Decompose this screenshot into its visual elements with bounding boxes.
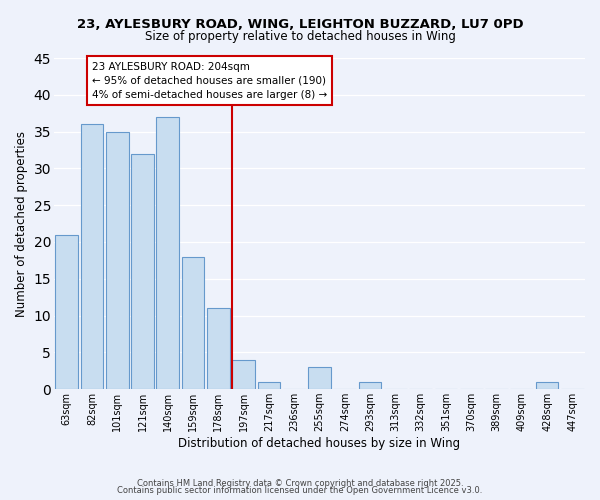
Text: 23, AYLESBURY ROAD, WING, LEIGHTON BUZZARD, LU7 0PD: 23, AYLESBURY ROAD, WING, LEIGHTON BUZZA…: [77, 18, 523, 30]
Bar: [232, 360, 255, 389]
Bar: [207, 308, 230, 389]
Bar: [80, 124, 103, 389]
X-axis label: Distribution of detached houses by size in Wing: Distribution of detached houses by size …: [178, 437, 461, 450]
Bar: [359, 382, 382, 389]
Text: Contains public sector information licensed under the Open Government Licence v3: Contains public sector information licen…: [118, 486, 482, 495]
Bar: [308, 367, 331, 389]
Bar: [257, 382, 280, 389]
Bar: [536, 382, 559, 389]
Text: Size of property relative to detached houses in Wing: Size of property relative to detached ho…: [145, 30, 455, 43]
Bar: [106, 132, 128, 389]
Bar: [55, 234, 78, 389]
Bar: [157, 117, 179, 389]
Y-axis label: Number of detached properties: Number of detached properties: [15, 130, 28, 316]
Bar: [131, 154, 154, 389]
Text: 23 AYLESBURY ROAD: 204sqm
← 95% of detached houses are smaller (190)
4% of semi-: 23 AYLESBURY ROAD: 204sqm ← 95% of detac…: [92, 62, 327, 100]
Bar: [182, 256, 205, 389]
Text: Contains HM Land Registry data © Crown copyright and database right 2025.: Contains HM Land Registry data © Crown c…: [137, 478, 463, 488]
